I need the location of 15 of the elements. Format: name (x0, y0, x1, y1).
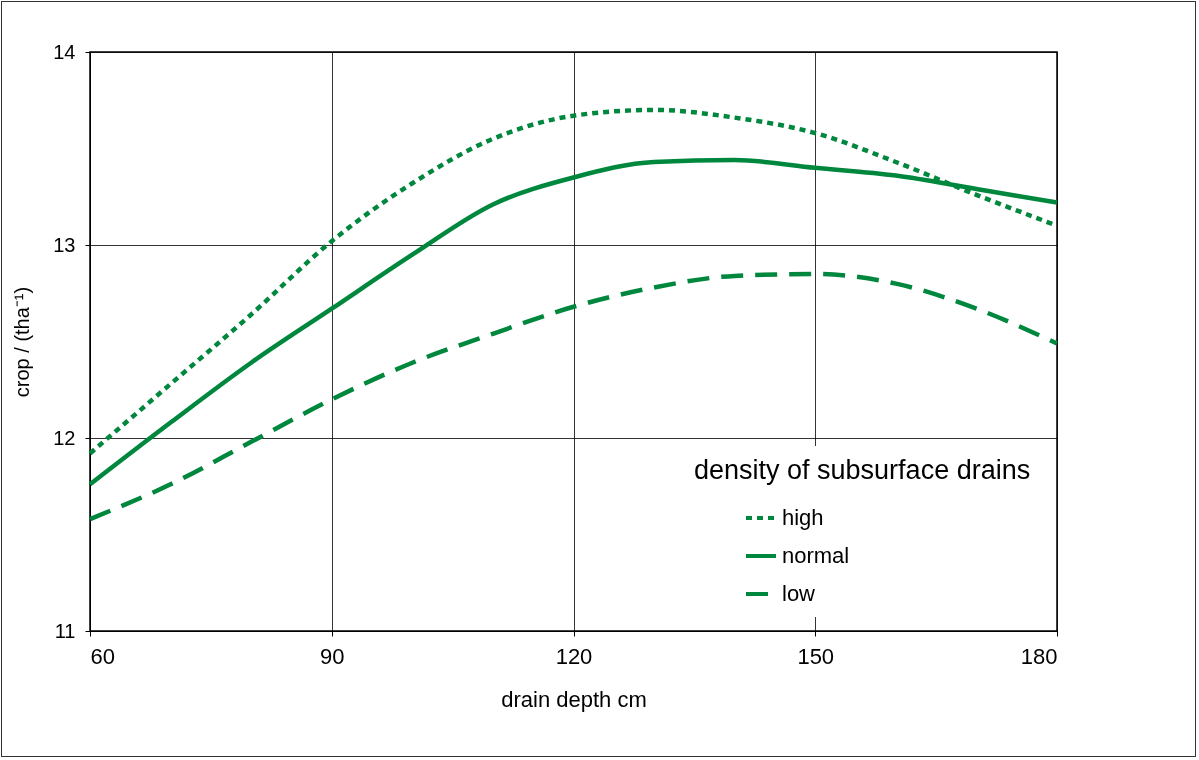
x-tick-label: 180 (1020, 643, 1058, 669)
legend-label: high (782, 505, 824, 530)
legend-label: low (782, 581, 816, 606)
y-axis-title: crop / (tha⁻¹) (11, 286, 34, 398)
y-tick-label: 12 (53, 426, 76, 449)
legend-title: density of subsurface drains (694, 455, 1031, 485)
x-tick-label: 60 (90, 643, 115, 669)
x-tick-label: 90 (320, 643, 345, 669)
legend-label: normal (782, 543, 850, 568)
x-tick-label: 150 (797, 643, 835, 669)
x-axis-title: drain depth cm (501, 686, 647, 712)
y-tick-label: 14 (53, 40, 76, 63)
y-tick-label: 11 (54, 619, 76, 642)
x-tick-label: 120 (555, 643, 593, 669)
y-tick-label: 13 (53, 233, 76, 256)
